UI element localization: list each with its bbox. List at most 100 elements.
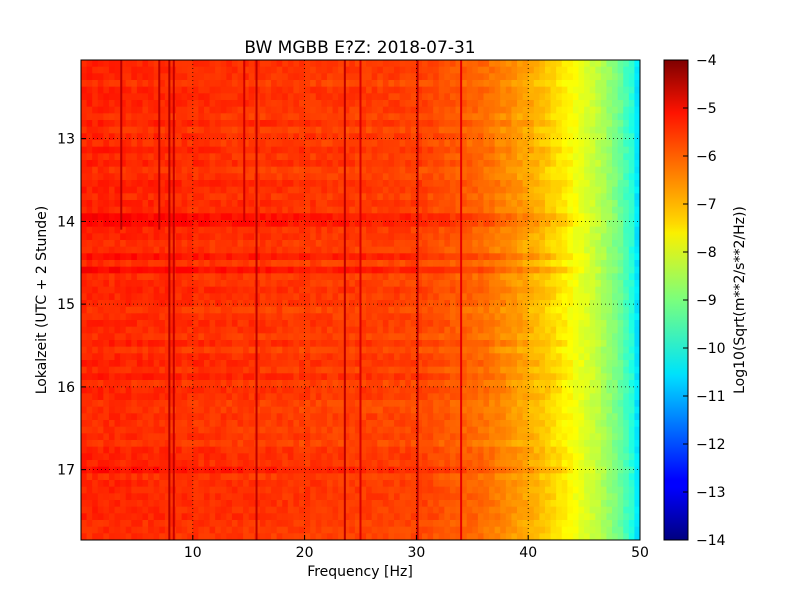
heatmap-cell (220, 73, 227, 81)
heatmap-cell (271, 73, 278, 81)
heatmap-cell (86, 326, 93, 334)
heatmap-cell (248, 333, 255, 341)
heatmap-cell (142, 100, 149, 108)
heatmap-cell (321, 280, 328, 288)
heatmap-cell (438, 293, 445, 301)
heatmap-cell (108, 340, 116, 348)
heatmap-cell (231, 240, 239, 248)
heatmap-cell (612, 366, 619, 374)
heatmap-cell (606, 266, 613, 274)
heatmap-cell (192, 153, 199, 161)
heatmap-cell (394, 113, 401, 121)
heatmap-cell (410, 80, 417, 88)
heatmap-cell (561, 206, 568, 214)
heatmap-cell (198, 173, 205, 181)
heatmap-cell (567, 280, 574, 288)
heatmap-cell (505, 120, 513, 128)
heatmap-cell (578, 193, 585, 201)
heatmap-cell (338, 300, 345, 308)
heatmap-cell (148, 153, 155, 161)
heatmap-cell (612, 286, 619, 294)
heatmap-cell (92, 100, 99, 108)
heatmap-cell (483, 86, 490, 94)
heatmap-cell (231, 126, 239, 134)
heatmap-cell (243, 300, 250, 308)
heatmap-cell (332, 360, 339, 368)
heatmap-cell (449, 60, 457, 68)
heatmap-cell (354, 220, 362, 228)
heatmap-cell (388, 346, 395, 354)
heatmap-cell (142, 60, 149, 68)
heatmap-cell (86, 206, 93, 214)
heatmap-cell (466, 286, 473, 294)
heatmap-cell (136, 333, 144, 341)
heatmap-cell (421, 366, 429, 374)
heatmap-cell (584, 133, 591, 141)
heatmap-cell (366, 106, 373, 114)
heatmap-cell (349, 253, 356, 261)
heatmap-cell (310, 326, 317, 334)
heatmap-cell (628, 333, 636, 341)
heatmap-cell (466, 86, 473, 94)
heatmap-cell (103, 380, 110, 388)
heatmap-cell (494, 66, 501, 74)
heatmap-cell (360, 100, 367, 108)
heatmap-cell (125, 240, 132, 248)
heatmap-cell (310, 360, 317, 368)
heatmap-cell (136, 133, 144, 141)
heatmap-cell (455, 193, 462, 201)
heatmap-cell (427, 286, 434, 294)
heatmap-cell (343, 353, 350, 361)
heatmap-cell (394, 253, 401, 261)
heatmap-cell (354, 140, 362, 148)
heatmap-cell (198, 66, 205, 74)
heatmap-cell (192, 233, 199, 241)
heatmap-cell (304, 306, 311, 314)
heatmap-cell (92, 266, 99, 274)
heatmap-cell (187, 346, 194, 354)
heatmap-cell (533, 186, 540, 194)
heatmap-cell (617, 300, 624, 308)
heatmap-cell (433, 153, 440, 161)
heatmap-cell (304, 126, 311, 134)
heatmap-cell (544, 106, 552, 114)
heatmap-cell (438, 273, 445, 281)
heatmap-cell (377, 126, 384, 134)
heatmap-cell (416, 220, 423, 228)
heatmap-cell (237, 180, 244, 188)
heatmap-cell (209, 280, 216, 288)
heatmap-cell (360, 300, 367, 308)
heatmap-cell (81, 226, 88, 234)
heatmap-cell (584, 360, 591, 368)
heatmap-cell (276, 140, 283, 148)
heatmap-cell (271, 260, 278, 268)
heatmap-cell (444, 280, 451, 288)
heatmap-cell (617, 280, 624, 288)
heatmap-cell (321, 60, 328, 68)
heatmap-cell (438, 373, 445, 381)
heatmap-cell (427, 360, 434, 368)
heatmap-cell (176, 286, 183, 294)
heatmap-cell (567, 166, 574, 174)
heatmap-cell (388, 213, 395, 221)
heatmap-cell (421, 126, 429, 134)
heatmap-cell (533, 60, 540, 68)
heatmap-cell (181, 213, 188, 221)
heatmap-cell (505, 140, 513, 148)
heatmap-cell (136, 293, 144, 301)
heatmap-cell (595, 306, 602, 314)
heatmap-cell (148, 353, 155, 361)
heatmap-cell (304, 193, 311, 201)
heatmap-cell (544, 160, 552, 168)
heatmap-cell (354, 213, 362, 221)
heatmap-cell (321, 326, 328, 334)
heatmap-cell (572, 246, 580, 254)
heatmap-cell (595, 286, 602, 294)
heatmap-cell (209, 200, 216, 208)
heatmap-cell (505, 366, 513, 374)
heatmap-cell (148, 173, 155, 181)
heatmap-cell (187, 300, 194, 308)
heatmap-cell (522, 200, 529, 208)
heatmap-cell (539, 126, 546, 134)
heatmap-cell (164, 373, 172, 381)
